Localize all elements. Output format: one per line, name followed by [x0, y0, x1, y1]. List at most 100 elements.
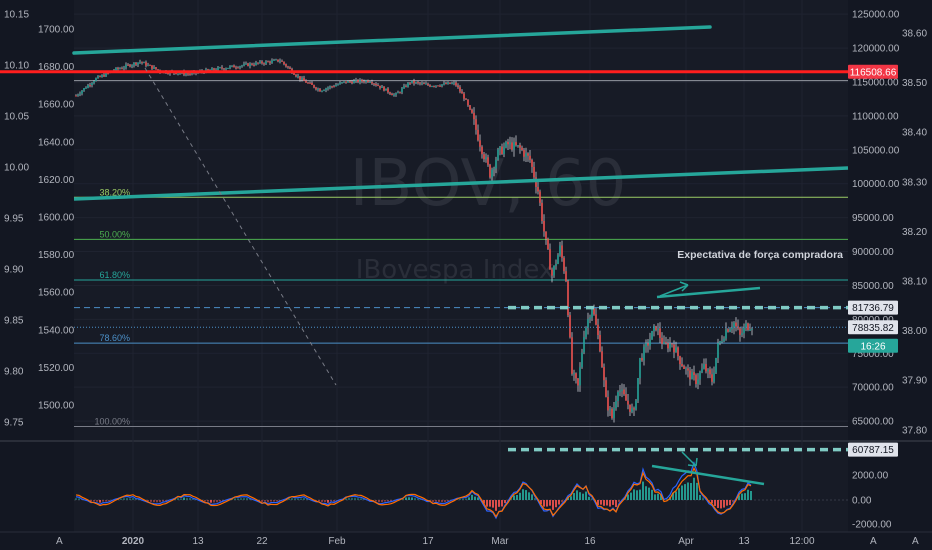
candle-body: [129, 64, 131, 67]
candle-body: [369, 82, 371, 84]
bottom-right-letter-1[interactable]: A: [870, 536, 877, 547]
candle-body: [415, 82, 417, 84]
histogram-bar: [405, 497, 407, 500]
macd-oscillator: [74, 451, 848, 520]
bottom-left-letter[interactable]: A: [56, 536, 63, 547]
candle-body: [521, 147, 523, 151]
histogram-bar: [483, 500, 485, 504]
histogram-bar: [744, 493, 746, 500]
right-axis-tick: 38.40: [902, 128, 927, 139]
short-trendline[interactable]: [656, 286, 761, 299]
price-axis-tick: 75000.00: [852, 349, 894, 360]
price-axis-tick: 95000.00: [852, 213, 894, 224]
price-axis-tick: 105000.00: [852, 145, 900, 156]
middle-trendline[interactable]: [73, 166, 849, 201]
candle-body: [281, 60, 283, 62]
histogram-bar: [210, 500, 212, 503]
histogram-bar: [108, 500, 110, 502]
candle-body: [361, 79, 363, 82]
histogram-bar: [546, 500, 548, 507]
candle-body: [157, 69, 159, 71]
candle-body: [293, 72, 295, 75]
candle-body: [125, 64, 127, 68]
annotation-text[interactable]: Expectativa de força compradora: [677, 249, 843, 261]
candle-body: [583, 336, 585, 353]
candle-body: [573, 373, 575, 375]
time-axis[interactable]: 2020 13 22 Feb 17 Mar 16 Apr 13 12:00: [122, 536, 815, 547]
histogram-bar: [696, 482, 698, 500]
candle-body: [713, 372, 715, 382]
candle-body: [659, 328, 661, 338]
candle-body: [217, 67, 219, 71]
candle-body: [667, 343, 669, 349]
candle-body: [471, 109, 473, 113]
candle-body: [309, 82, 311, 84]
time-axis-label: 13: [192, 536, 204, 547]
candle-body: [629, 404, 631, 412]
price-tag-bg: [848, 442, 898, 457]
candle-body: [533, 166, 535, 178]
histogram-bar: [288, 498, 290, 500]
histogram-bar: [516, 495, 518, 500]
drawing-tools[interactable]: [0, 25, 849, 452]
candle-body: [665, 342, 667, 344]
candle-body: [719, 341, 721, 344]
histogram-bar: [165, 500, 167, 502]
plot-area[interactable]: [74, 0, 848, 440]
candle-body: [167, 73, 169, 75]
candle-body: [139, 61, 141, 63]
arrow-down-icon: [681, 451, 698, 467]
candle-body: [625, 394, 627, 401]
candle-body: [561, 245, 563, 258]
candle-body: [147, 64, 149, 66]
fib-diagonal[interactable]: [144, 67, 337, 386]
price-axes[interactable]: 125000.00 120000.00 115000.00 110000.00 1050…: [4, 10, 927, 531]
candle-body: [651, 331, 653, 340]
candle-body: [329, 86, 331, 88]
candle-body: [711, 374, 713, 382]
candle-body: [237, 67, 239, 69]
candle-body: [137, 62, 139, 65]
candle-body: [729, 329, 731, 332]
candle-body: [585, 327, 587, 337]
mid-axis-tick: 1660.00: [38, 100, 75, 111]
histogram-bar: [93, 500, 95, 502]
candle-body: [373, 83, 375, 85]
histogram-bar: [693, 477, 695, 500]
histogram-bar: [360, 498, 362, 500]
candle-body: [465, 98, 467, 100]
arrow-up-icon[interactable]: [659, 281, 689, 297]
candle-body: [467, 99, 469, 106]
fibonacci-retracement[interactable]: 38.20% 50.00% 61.80% 78.60% 100.00%: [74, 80, 848, 428]
candle-body: [497, 149, 499, 160]
candle-body: [591, 308, 593, 318]
candle-body: [259, 61, 261, 63]
candle-body: [563, 257, 565, 272]
price-axis-tick: 100000.00: [852, 179, 900, 190]
bottom-right-letter-2[interactable]: A: [912, 536, 919, 547]
histogram-bar: [567, 497, 569, 500]
candle-body: [595, 314, 597, 325]
histogram-bar: [204, 500, 206, 502]
upper-trendline[interactable]: [72, 25, 712, 55]
candle-body: [393, 94, 395, 96]
histogram-bar: [732, 500, 734, 503]
histogram-bar: [630, 492, 632, 500]
candle-body: [325, 88, 327, 91]
histogram-bar: [348, 497, 350, 500]
candle-body: [661, 337, 663, 344]
candle-body: [603, 367, 605, 381]
candle-body: [675, 347, 677, 353]
histogram-bar: [120, 498, 122, 500]
candle-body: [559, 245, 561, 256]
histogram-bar: [468, 497, 470, 500]
candle-body: [311, 82, 313, 85]
candle-body: [743, 327, 745, 334]
candle-body: [93, 81, 95, 84]
candle-body: [289, 67, 291, 69]
candle-body: [473, 112, 475, 120]
candle-body: [623, 389, 625, 395]
histogram-bar: [378, 500, 380, 503]
oscillator-area[interactable]: [74, 442, 848, 532]
